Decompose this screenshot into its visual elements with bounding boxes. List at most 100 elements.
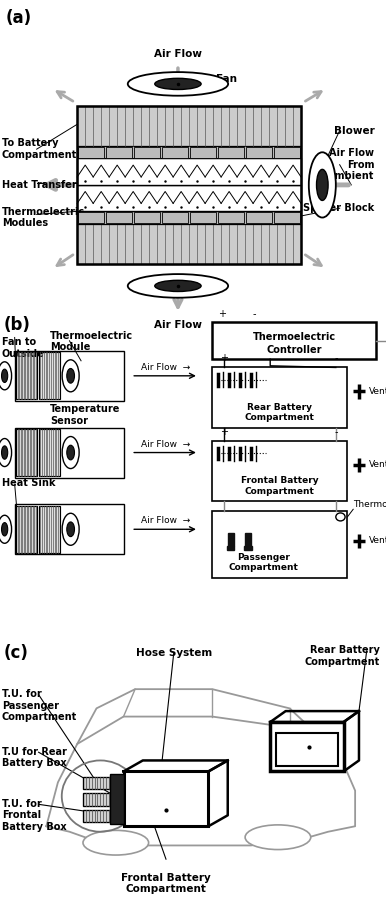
Text: Thermoelectric
Module: Thermoelectric Module <box>50 331 133 353</box>
Bar <box>77 224 301 264</box>
Bar <box>134 212 161 223</box>
Bar <box>39 353 60 399</box>
Bar <box>16 506 37 553</box>
Text: +: + <box>218 309 226 319</box>
Ellipse shape <box>0 515 12 543</box>
Bar <box>162 146 188 158</box>
Ellipse shape <box>128 274 228 298</box>
Bar <box>212 367 347 428</box>
Text: Rear Battery
Compartment: Rear Battery Compartment <box>305 645 380 667</box>
Bar <box>83 777 112 789</box>
Bar <box>39 506 60 553</box>
Bar <box>190 146 216 158</box>
Bar <box>15 505 124 554</box>
Bar <box>39 430 60 476</box>
Text: Rear Battery
Compartment: Rear Battery Compartment <box>245 403 315 422</box>
Text: Air Flow: Air Flow <box>154 49 202 59</box>
Ellipse shape <box>2 369 8 382</box>
Text: Heat Sink: Heat Sink <box>2 478 56 487</box>
Ellipse shape <box>62 360 79 392</box>
Text: (c): (c) <box>4 643 29 662</box>
Ellipse shape <box>83 830 149 856</box>
Ellipse shape <box>67 445 74 460</box>
Text: Thermoelectric: Thermoelectric <box>253 332 336 342</box>
Text: T.U. for
Frontal
Battery Box: T.U. for Frontal Battery Box <box>2 799 66 832</box>
Bar <box>78 212 104 223</box>
Ellipse shape <box>336 513 345 521</box>
Bar <box>77 106 301 264</box>
Bar <box>218 212 244 223</box>
Bar <box>246 212 273 223</box>
Bar <box>15 351 124 401</box>
Bar <box>162 212 188 223</box>
Text: Frontal Battery
Compartment: Frontal Battery Compartment <box>241 476 319 495</box>
Ellipse shape <box>62 514 79 546</box>
Ellipse shape <box>0 439 12 466</box>
Ellipse shape <box>309 153 336 218</box>
Ellipse shape <box>155 79 201 90</box>
Text: Vent: Vent <box>369 537 386 546</box>
Bar <box>212 511 347 578</box>
Ellipse shape <box>2 523 8 536</box>
Polygon shape <box>228 533 234 546</box>
Bar <box>274 146 300 158</box>
Ellipse shape <box>317 169 328 200</box>
Text: Spacer Block: Spacer Block <box>303 203 374 213</box>
Text: +: + <box>220 427 228 437</box>
Text: Hose System: Hose System <box>135 648 212 658</box>
Text: T.U for Rear
Battery Box: T.U for Rear Battery Box <box>2 747 67 769</box>
Bar <box>15 428 124 478</box>
Text: (b): (b) <box>4 315 31 334</box>
Text: Temperature
Sensor: Temperature Sensor <box>50 404 120 426</box>
Text: (a): (a) <box>6 9 32 27</box>
Bar <box>246 146 273 158</box>
Text: -: - <box>334 427 338 437</box>
Polygon shape <box>244 546 252 550</box>
Bar <box>270 722 344 771</box>
Bar <box>16 430 37 476</box>
Ellipse shape <box>62 437 79 469</box>
Ellipse shape <box>67 522 74 537</box>
Bar <box>106 212 132 223</box>
Bar <box>218 146 244 158</box>
Text: T.U. for
Passenger
Compartment: T.U. for Passenger Compartment <box>2 689 77 722</box>
Bar <box>77 146 301 158</box>
Ellipse shape <box>155 281 201 292</box>
Bar <box>212 323 376 359</box>
Ellipse shape <box>0 362 12 390</box>
Text: -: - <box>334 354 338 364</box>
Bar <box>83 793 112 806</box>
Bar <box>77 185 301 211</box>
Text: Vent: Vent <box>369 461 386 470</box>
Bar <box>83 810 112 823</box>
Text: Thermoelectric
Modules: Thermoelectric Modules <box>2 207 85 228</box>
Text: Blower: Blower <box>334 125 374 135</box>
Bar <box>16 353 37 399</box>
Bar <box>276 733 338 766</box>
Bar <box>77 158 301 185</box>
Text: To Battery
Compartments: To Battery Compartments <box>2 138 83 160</box>
Text: Vent: Vent <box>369 387 386 396</box>
Bar <box>77 106 301 146</box>
Text: -: - <box>253 309 257 319</box>
Text: Air Flow
From
Ambient: Air Flow From Ambient <box>328 148 374 181</box>
Bar <box>110 774 124 824</box>
Bar <box>190 212 216 223</box>
Bar <box>77 211 301 224</box>
Text: Air Flow  →: Air Flow → <box>141 440 190 449</box>
Text: +: + <box>220 354 228 364</box>
Ellipse shape <box>67 368 74 383</box>
Ellipse shape <box>2 446 8 459</box>
Text: Air Flow: Air Flow <box>154 320 202 330</box>
Text: Passenger
Compartment: Passenger Compartment <box>229 553 299 572</box>
Text: Frontal Battery
Compartment: Frontal Battery Compartment <box>121 873 211 895</box>
Text: Air Flow  →: Air Flow → <box>141 516 190 526</box>
Text: Fan to
Outside: Fan to Outside <box>2 337 45 359</box>
Ellipse shape <box>128 72 228 96</box>
Text: Controller: Controller <box>267 345 322 355</box>
Text: Air Flow  →: Air Flow → <box>141 363 190 372</box>
Text: Fan: Fan <box>216 74 237 84</box>
Text: Thermostat: Thermostat <box>353 500 386 509</box>
Text: Heat Transfer: Heat Transfer <box>2 180 77 190</box>
Bar <box>274 212 300 223</box>
